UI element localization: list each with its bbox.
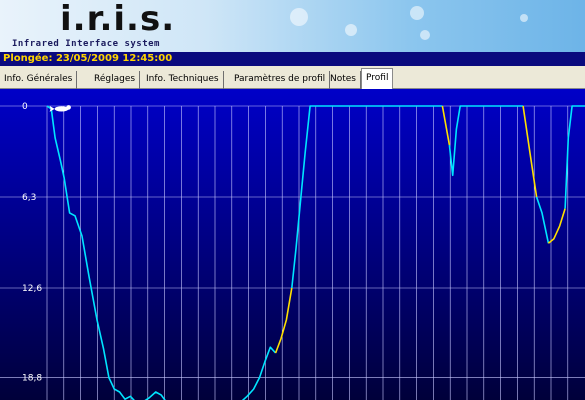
tab-reglages[interactable]: Réglages (90, 71, 141, 89)
depth-line-segment (547, 208, 566, 244)
depth-line-segment (46, 105, 277, 400)
depth-line-segment (291, 105, 443, 289)
y-axis-ticks: 0 6,3 12,6 18,8 (22, 102, 42, 384)
y-tick-label: 18,8 (22, 374, 42, 384)
markers (49, 105, 71, 112)
depth-series (46, 105, 585, 400)
app-header: i.r.i.s. Infrared Interface system (0, 0, 585, 52)
depth-line-segment (448, 105, 524, 177)
bubble-decoration (520, 14, 528, 22)
bubble-decoration (410, 6, 424, 20)
tab-info-generales[interactable]: Info. Générales (0, 71, 78, 89)
tab-notes[interactable]: Notes (326, 71, 361, 89)
depth-line-segment (535, 196, 550, 244)
dive-profile-chart: 0 6,3 12,6 18,8 (0, 89, 585, 400)
dive-date-label: Plongée: 23/05/2009 12:45:00 (3, 53, 173, 64)
tab-bar: Info. Générales Réglages Info. Technique… (0, 66, 585, 89)
tab-profil[interactable]: Profil (361, 68, 394, 89)
tab-parametres-profil[interactable]: Paramètres de profil (230, 71, 331, 89)
bubble-decoration (420, 30, 430, 40)
y-tick-label: 6,3 (22, 193, 36, 203)
bubble-decoration (345, 24, 357, 36)
dive-info-bar: Plongée: 23/05/2009 12:45:00 (0, 52, 585, 66)
y-tick-label: 12,6 (22, 284, 42, 294)
grid (0, 105, 585, 400)
y-tick-label: 0 (22, 102, 28, 112)
plot-background (0, 89, 585, 400)
app-logo: i.r.i.s. (60, 0, 176, 39)
bubble-decoration (290, 8, 308, 26)
tab-info-techniques[interactable]: Info. Techniques (142, 71, 224, 89)
depth-line-segment (564, 105, 585, 209)
chart-svg: 0 6,3 12,6 18,8 (0, 89, 585, 400)
app-logo-subtitle: Infrared Interface system (12, 39, 160, 49)
depth-line-segment (441, 105, 451, 146)
depth-line-segment (274, 287, 293, 354)
diver-icon (49, 105, 71, 112)
depth-line-segment (522, 105, 538, 198)
